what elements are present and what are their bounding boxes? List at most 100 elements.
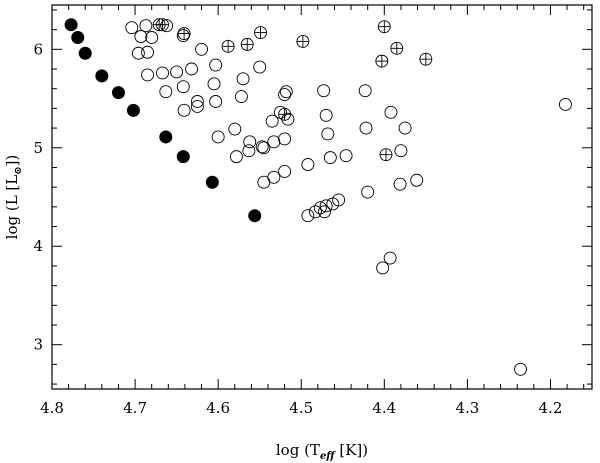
x-tick-label: 4.3: [455, 399, 479, 417]
open-circle-point: [376, 261, 390, 275]
x-axis-title-sub: eff: [320, 451, 336, 462]
x-tick-label: 4.5: [289, 399, 313, 417]
crossed-circle-point: [240, 37, 254, 51]
open-circle-point: [141, 45, 154, 59]
plot-frame: [51, 4, 593, 390]
open-circle-point: [279, 85, 293, 99]
open-circle-point: [313, 201, 327, 215]
open-circle-point: [398, 121, 412, 135]
open-circle-point: [190, 99, 204, 113]
open-circle-point: [278, 132, 292, 146]
open-circle-point: [323, 151, 337, 165]
y-axis-title-main: log (L [L: [3, 175, 21, 240]
filled-circle-point: [71, 30, 85, 44]
y-tick-label: 4: [33, 237, 43, 255]
x-tick-label: 4.7: [123, 399, 147, 417]
y-tick-label: 5: [33, 139, 43, 157]
open-circle-point: [134, 30, 148, 43]
open-circle-point: [339, 149, 353, 163]
open-circle-point: [131, 46, 145, 60]
open-circle-point: [278, 164, 292, 178]
open-circle-point: [156, 66, 169, 80]
open-circle-point: [176, 80, 190, 94]
y-axis-title-post: ]): [3, 155, 21, 167]
filled-circle-point: [126, 103, 140, 117]
open-circle-point: [255, 140, 269, 154]
open-circle-point: [209, 95, 223, 108]
x-axis-title: log (Teff [K]): [276, 441, 368, 462]
y-axis-title-sub: ⊙: [13, 166, 24, 174]
y-tick-label: 3: [33, 336, 43, 354]
filled-circle-point: [176, 150, 190, 164]
open-circle-point: [410, 173, 424, 187]
open-circle-point: [228, 122, 242, 136]
x-tick-label: 4.2: [539, 399, 563, 417]
open-circle-point: [141, 68, 154, 82]
crossed-circle-point: [177, 27, 191, 41]
filled-circle-point: [159, 130, 173, 144]
open-circle-point: [234, 90, 248, 104]
open-circle-point: [253, 60, 267, 74]
open-circle-point: [319, 199, 333, 213]
open-circle-point: [383, 251, 397, 265]
open-circle-point: [384, 105, 398, 119]
axis-ticks: [51, 5, 592, 389]
open-circle-point: [195, 42, 208, 56]
x-tick-label: 4.6: [206, 399, 230, 417]
open-circle-point: [257, 141, 271, 155]
crossed-circle-point: [156, 18, 169, 32]
open-circle-point: [207, 77, 221, 91]
open-circle-point: [243, 135, 257, 149]
crossed-circle-point: [278, 107, 292, 121]
open-circle-point: [278, 88, 292, 102]
open-circle-point: [361, 185, 375, 199]
y-tick-label: 6: [33, 40, 43, 58]
open-circle-point: [211, 130, 225, 144]
open-circle-point: [308, 205, 322, 219]
open-circle-point: [242, 144, 256, 158]
open-circle-point: [159, 85, 173, 99]
crossed-circle-point: [377, 20, 391, 34]
filled-circle-point: [111, 86, 125, 100]
crossed-circle-point: [296, 34, 310, 48]
x-tick-label: 4.8: [40, 399, 64, 417]
crossed-circle-point: [221, 39, 235, 53]
open-circle-point: [301, 158, 315, 171]
x-axis-title-main: log (T: [276, 441, 320, 459]
open-circle-point: [125, 21, 139, 35]
open-circle-point: [160, 19, 174, 33]
crossed-circle-point: [375, 54, 389, 68]
filled-circle-point: [78, 46, 92, 60]
open-circle-point: [359, 121, 373, 135]
x-axis-title-post: [K]): [335, 441, 369, 459]
open-circle-point: [558, 97, 572, 111]
data-points: [64, 18, 572, 376]
open-circle-point: [229, 150, 243, 164]
open-circle-point: [170, 65, 184, 79]
open-circle-point: [321, 127, 335, 141]
open-circle-point: [177, 103, 191, 117]
filled-circle-point: [248, 209, 262, 223]
open-circle-point: [139, 19, 153, 33]
open-circle-point: [267, 170, 281, 184]
filled-circle-point: [205, 175, 219, 189]
open-circle-point: [332, 193, 346, 207]
open-circle-point: [394, 144, 408, 158]
open-circle-point: [236, 72, 250, 86]
y-axis-title: log (L [L⊙]): [3, 155, 24, 240]
open-circle-point: [358, 84, 372, 98]
open-circle-point: [209, 58, 223, 72]
open-circle-point: [185, 62, 199, 76]
open-circle-point: [145, 31, 159, 44]
open-circle-point: [514, 362, 528, 376]
open-circle-point: [319, 108, 333, 122]
filled-circle-point: [95, 69, 109, 83]
filled-circle-point: [64, 18, 78, 32]
open-circle-point: [301, 209, 315, 223]
open-circle-point: [317, 84, 331, 98]
open-circle-point: [265, 114, 279, 128]
open-circle-point: [267, 135, 281, 149]
crossed-circle-point: [419, 52, 433, 66]
open-circle-point: [190, 95, 204, 108]
